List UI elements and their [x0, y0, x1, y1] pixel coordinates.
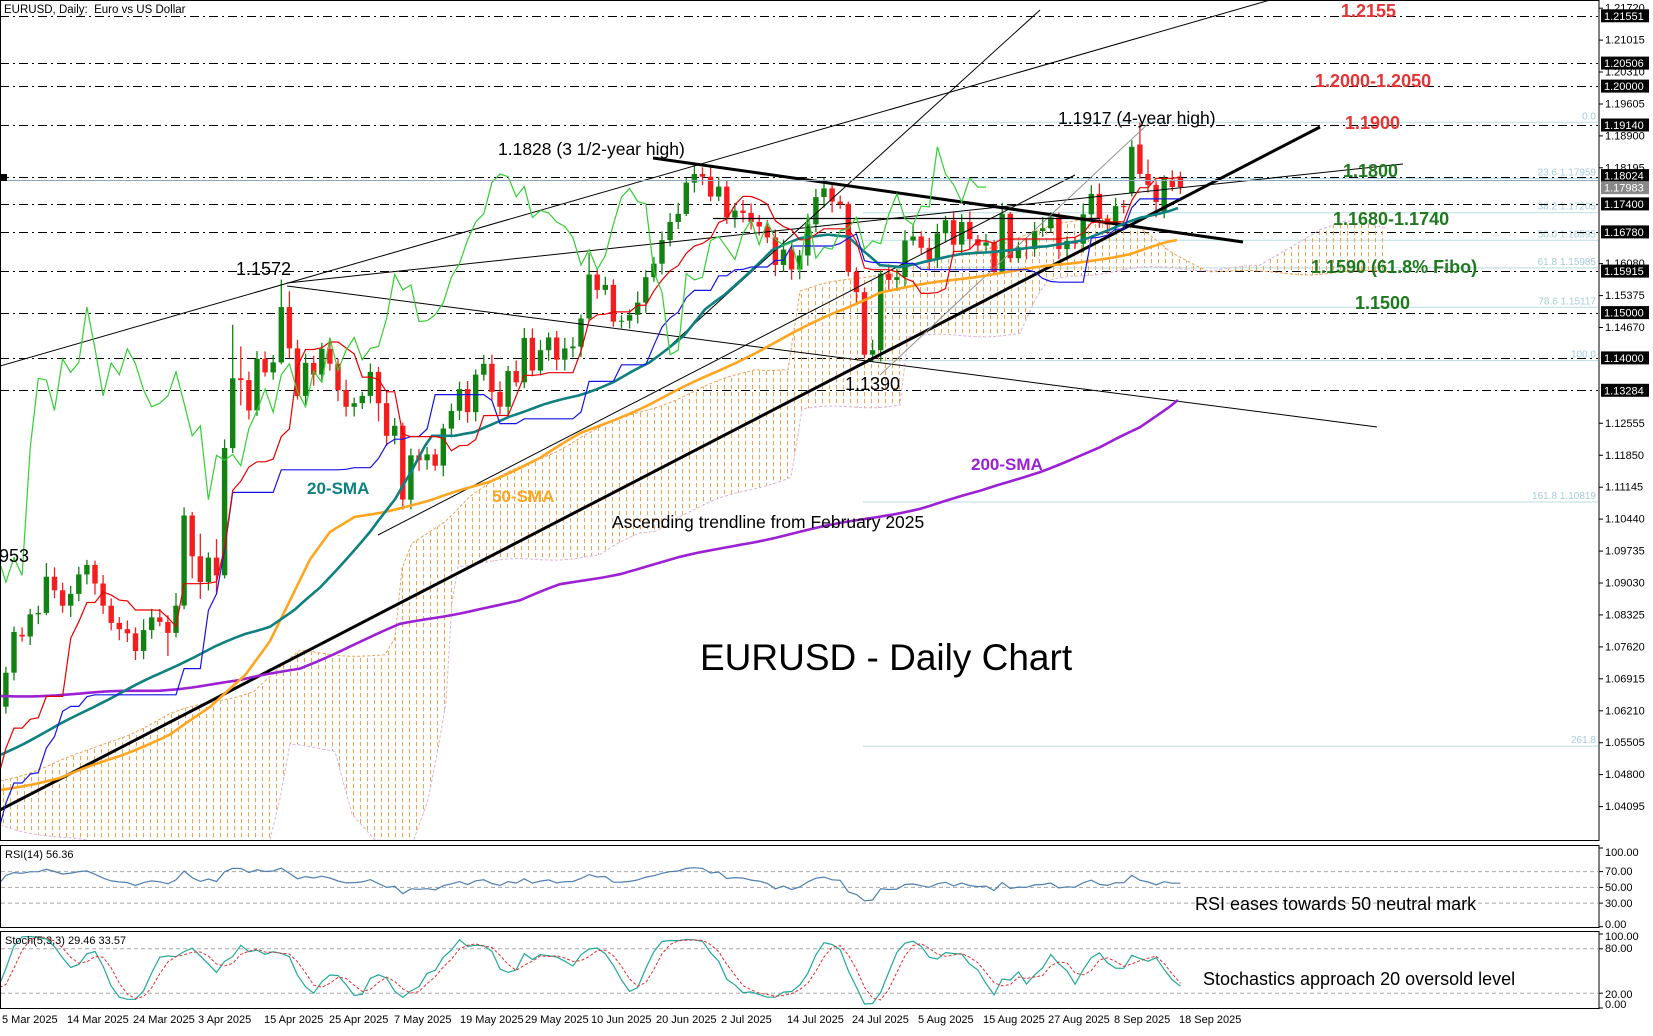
svg-text:1.07620: 1.07620 — [1605, 641, 1645, 653]
svg-text:100.00: 100.00 — [1605, 847, 1639, 859]
svg-text:1.21015: 1.21015 — [1605, 35, 1645, 47]
svg-text:RSI eases towards 50 neutral m: RSI eases towards 50 neutral mark — [1195, 894, 1477, 914]
svg-text:1.1800: 1.1800 — [1343, 161, 1398, 181]
svg-text:29 May 2025: 29 May 2025 — [525, 1014, 589, 1026]
svg-text:38.2 1.17205: 38.2 1.17205 — [1538, 202, 1597, 213]
svg-text:1.06915: 1.06915 — [1605, 673, 1645, 685]
svg-text:70.00: 70.00 — [1605, 866, 1633, 878]
svg-text:0.00: 0.00 — [1605, 999, 1626, 1011]
svg-text:7 May 2025: 7 May 2025 — [394, 1014, 451, 1026]
svg-text:20 Jun 2025: 20 Jun 2025 — [656, 1014, 717, 1026]
svg-text:200-SMA: 200-SMA — [971, 455, 1043, 474]
svg-text:23.6 1.17959: 23.6 1.17959 — [1538, 168, 1597, 179]
svg-text:27 Aug 2025: 27 Aug 2025 — [1048, 1014, 1110, 1026]
svg-text:1.14670: 1.14670 — [1605, 322, 1645, 334]
svg-text:1.09735: 1.09735 — [1605, 546, 1645, 558]
svg-text:3 Apr 2025: 3 Apr 2025 — [198, 1014, 251, 1026]
svg-text:1.04800: 1.04800 — [1605, 769, 1645, 781]
svg-text:0.00: 0.00 — [1605, 919, 1626, 931]
svg-text:1.14000: 1.14000 — [1604, 353, 1644, 365]
svg-text:1.19605: 1.19605 — [1605, 99, 1645, 111]
svg-text:1.08325: 1.08325 — [1605, 609, 1645, 621]
svg-text:10 Jun 2025: 10 Jun 2025 — [591, 1014, 652, 1026]
svg-text:50.0 1.16595: 50.0 1.16595 — [1538, 229, 1597, 240]
svg-text:EURUSD, Daily: Euro vs US Dol: EURUSD, Daily: Euro vs US Dollar — [4, 4, 186, 16]
svg-text:25 Apr 2025: 25 Apr 2025 — [329, 1014, 388, 1026]
svg-text:24 Mar 2025: 24 Mar 2025 — [133, 1014, 195, 1026]
svg-text:18 Sep 2025: 18 Sep 2025 — [1179, 1014, 1241, 1026]
svg-text:1.05505: 1.05505 — [1605, 737, 1645, 749]
svg-text:1.04095: 1.04095 — [1605, 801, 1645, 813]
svg-text:1.15375: 1.15375 — [1605, 290, 1645, 302]
svg-text:RSI(14) 56.36: RSI(14) 56.36 — [5, 849, 73, 861]
svg-text:1.11145: 1.11145 — [1605, 482, 1643, 494]
svg-text:261.8: 261.8 — [1571, 735, 1596, 746]
svg-text:61.8 1.15985: 61.8 1.15985 — [1538, 257, 1597, 268]
svg-text:20-SMA: 20-SMA — [307, 479, 369, 498]
svg-text:1.1500: 1.1500 — [1355, 293, 1410, 313]
svg-text:20.00: 20.00 — [1605, 989, 1633, 1001]
svg-text:1.21551: 1.21551 — [1604, 11, 1644, 23]
svg-text:1.1900: 1.1900 — [1345, 113, 1400, 133]
svg-text:0.0: 0.0 — [1582, 111, 1596, 122]
svg-text:1.10440: 1.10440 — [1605, 514, 1645, 526]
svg-text:1.17983: 1.17983 — [1604, 183, 1644, 195]
svg-text:1.12555: 1.12555 — [1605, 418, 1645, 430]
svg-text:1.1390: 1.1390 — [845, 374, 900, 394]
svg-text:5 Mar 2025: 5 Mar 2025 — [2, 1014, 58, 1026]
svg-text:1.13284: 1.13284 — [1604, 385, 1644, 397]
svg-text:80.00: 80.00 — [1605, 943, 1633, 955]
svg-text:14 Mar 2025: 14 Mar 2025 — [67, 1014, 129, 1026]
svg-text:Stochastics approach 20 overso: Stochastics approach 20 oversold level — [1203, 969, 1515, 989]
svg-text:161.8 1.10819: 161.8 1.10819 — [1532, 491, 1596, 502]
svg-text:1.1917 (4-year high): 1.1917 (4-year high) — [1058, 108, 1216, 128]
svg-text:1.09030: 1.09030 — [1605, 578, 1645, 590]
svg-text:1.15915: 1.15915 — [1604, 266, 1644, 278]
svg-text:50-SMA: 50-SMA — [492, 487, 554, 506]
svg-text:1.06210: 1.06210 — [1605, 705, 1645, 717]
svg-text:1.17400: 1.17400 — [1604, 199, 1644, 211]
svg-text:1.16780: 1.16780 — [1604, 227, 1644, 239]
svg-text:1.1680-1.1740: 1.1680-1.1740 — [1333, 209, 1449, 229]
svg-text:5 Aug 2025: 5 Aug 2025 — [918, 1014, 974, 1026]
svg-text:Ascending trendline from Febru: Ascending trendline from February 2025 — [612, 512, 924, 532]
svg-text:1.18024: 1.18024 — [1604, 171, 1644, 183]
svg-text:8 Sep 2025: 8 Sep 2025 — [1114, 1014, 1170, 1026]
svg-text:78.6 1.15117: 78.6 1.15117 — [1538, 296, 1596, 307]
svg-text:1.18900: 1.18900 — [1605, 130, 1645, 142]
svg-text:100.0: 100.0 — [1571, 350, 1596, 361]
svg-text:15 Aug 2025: 15 Aug 2025 — [983, 1014, 1045, 1026]
svg-text:2 Jul 2025: 2 Jul 2025 — [721, 1014, 772, 1026]
svg-text:100.00: 100.00 — [1605, 931, 1639, 943]
svg-text:1.1572: 1.1572 — [236, 259, 291, 279]
svg-text:1.11850: 1.11850 — [1605, 450, 1644, 462]
svg-text:1.20000: 1.20000 — [1604, 81, 1644, 93]
svg-text:30.00: 30.00 — [1605, 898, 1633, 910]
svg-text:1.1828 (3 1/2-year high): 1.1828 (3 1/2-year high) — [498, 139, 685, 159]
svg-text:50.00: 50.00 — [1605, 882, 1633, 894]
svg-text:19 May 2025: 19 May 2025 — [460, 1014, 524, 1026]
svg-text:1.2155: 1.2155 — [1341, 1, 1396, 21]
svg-text:1.15000: 1.15000 — [1604, 308, 1644, 320]
svg-text:Stoch(5,3,3) 29.46 33.57: Stoch(5,3,3) 29.46 33.57 — [5, 935, 126, 947]
svg-text:1.20506: 1.20506 — [1604, 58, 1644, 70]
svg-text:1.19140: 1.19140 — [1604, 120, 1644, 132]
svg-text:24 Jul 2025: 24 Jul 2025 — [852, 1014, 909, 1026]
svg-text:1.2000-1.2050: 1.2000-1.2050 — [1315, 71, 1431, 91]
svg-text:1.1590 (61.8% Fibo): 1.1590 (61.8% Fibo) — [1311, 257, 1477, 277]
svg-text:15 Apr 2025: 15 Apr 2025 — [264, 1014, 323, 1026]
svg-text:14 Jul 2025: 14 Jul 2025 — [787, 1014, 844, 1026]
svg-text:EURUSD - Daily Chart: EURUSD - Daily Chart — [700, 637, 1073, 678]
